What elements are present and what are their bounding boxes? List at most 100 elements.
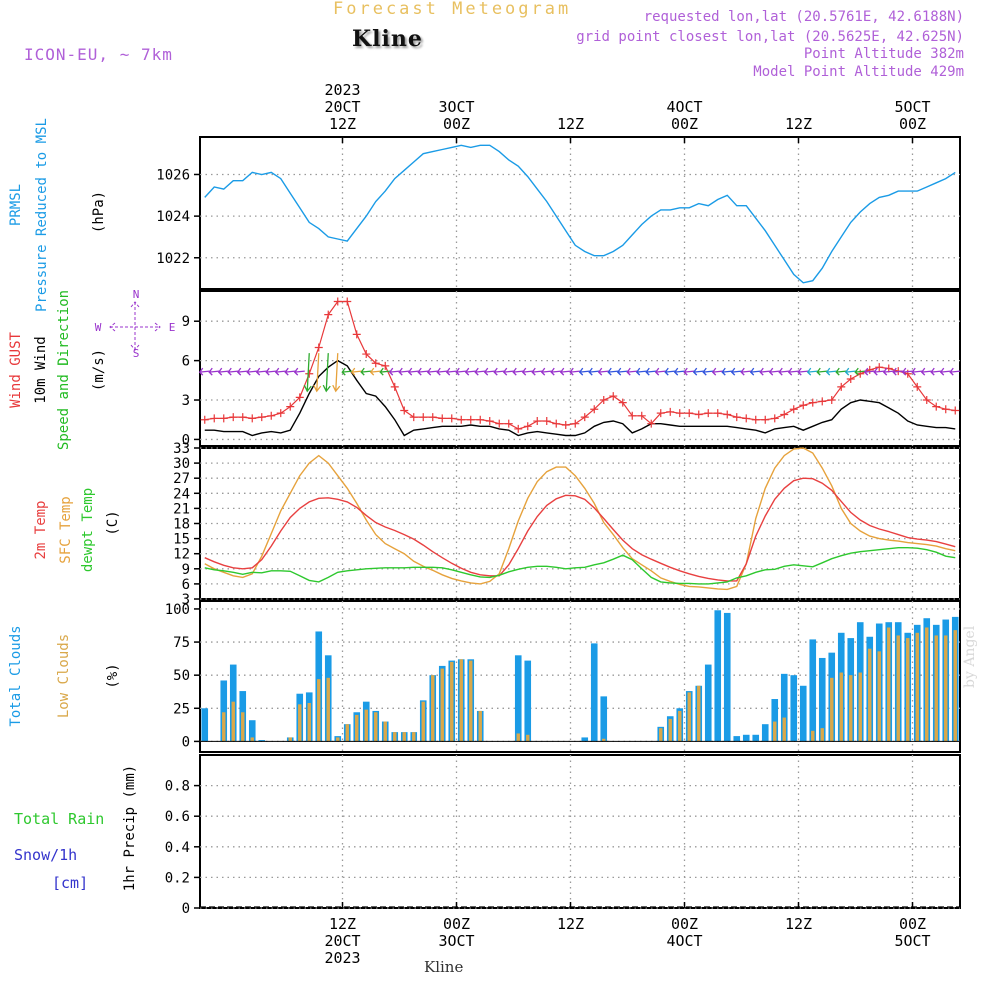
wind-direction-arrow (702, 367, 714, 376)
gust-marker (219, 414, 228, 423)
bottom-time-label: 12Z (557, 915, 584, 933)
dewpoint-line (204, 547, 956, 585)
wind-direction-arrow (464, 367, 476, 376)
wind-direction-arrow (597, 367, 609, 376)
compass-south: S (133, 347, 140, 360)
footer-location: Kline (424, 958, 464, 976)
wind-direction-arrow (863, 367, 875, 376)
ytick-label-pressure: 1026 (156, 167, 190, 183)
wind-direction-arrow (683, 367, 695, 376)
gust-marker (609, 392, 618, 401)
temp-sfc-label: SFC Temp (58, 496, 74, 563)
wind-direction-arrow (332, 353, 341, 393)
gust-marker (685, 409, 694, 418)
wind-direction-arrow (379, 367, 391, 376)
bottom-time-label: 4OCT (666, 932, 702, 950)
ytick-label-clouds: 25 (173, 701, 190, 717)
ytick-label-temp: 3 (182, 592, 190, 608)
low-cloud-bar (450, 661, 454, 742)
top-time-label: 00Z (899, 115, 926, 133)
wind-direction-arrow (892, 367, 904, 376)
wind-direction-arrow (930, 367, 942, 376)
low-cloud-bar (773, 721, 777, 742)
gust-marker (238, 413, 247, 422)
low-cloud-bar (440, 668, 444, 742)
total-cloud-bar (809, 639, 817, 742)
low-cloud-bar (288, 737, 292, 742)
gust-marker (780, 410, 789, 419)
gust-marker (333, 297, 342, 306)
low-cloud-bar (516, 733, 520, 742)
wind-direction-arrow (759, 367, 771, 376)
wind-direction-arrow (911, 367, 923, 376)
wind-direction-arrow (835, 367, 847, 376)
low-cloud-bar (469, 660, 473, 742)
gust-marker (295, 393, 304, 402)
wind-direction-arrow (455, 367, 467, 376)
ytick-label-clouds: 75 (173, 635, 190, 651)
gust-marker (713, 409, 722, 418)
gust-marker (799, 401, 808, 410)
gust-marker (523, 422, 532, 431)
gust-marker (314, 343, 323, 352)
total-cloud-bar (524, 660, 532, 742)
wind-direction-arrow (521, 367, 533, 376)
wind-direction-arrow (313, 353, 322, 393)
gust-marker (438, 414, 447, 423)
compass-west: W (95, 321, 102, 334)
wind-direction-arrow (920, 367, 932, 376)
wind-direction-arrow (768, 367, 780, 376)
wind-direction-arrow (350, 367, 362, 376)
ytick-label-temp: 18 (173, 517, 190, 533)
gust-marker (457, 415, 466, 424)
wind-direction-arrow (797, 367, 809, 376)
wind-speed-line (204, 359, 956, 437)
total-cloud-bar (704, 664, 712, 742)
temp-2m-line (204, 477, 956, 582)
wind-direction-arrow (426, 367, 438, 376)
ytick-label-temp: 15 (173, 532, 190, 548)
top-time-label: 20CT (324, 98, 360, 116)
gust-marker (533, 417, 542, 426)
wind-direction-arrow (388, 367, 400, 376)
gust-marker (362, 350, 371, 359)
total-cloud-bar (514, 655, 522, 742)
gust-marker (647, 419, 656, 428)
wind-direction-arrow (217, 367, 229, 376)
total-cloud-bar (248, 720, 256, 742)
ytick-label-precip: 0.4 (165, 840, 190, 856)
total-clouds-label: Total Clouds (8, 625, 24, 726)
gust-marker (808, 398, 817, 407)
wind-direction-arrow (711, 367, 723, 376)
low-cloud-bar (402, 732, 406, 742)
wind-direction-arrow (255, 367, 267, 376)
wind-direction-arrow (806, 367, 818, 376)
gust-marker (428, 413, 437, 422)
bottom-time-label: 00Z (899, 915, 926, 933)
gust-marker (276, 409, 285, 418)
gust-marker (466, 415, 475, 424)
gust-marker (571, 419, 580, 428)
wind-gust-label: Wind GUST (8, 332, 24, 408)
total-cloud-bar (600, 696, 608, 742)
model-altitude: Model Point Altitude 429m (753, 64, 964, 80)
low-cloud-bar (345, 724, 349, 742)
low-cloud-bar (820, 728, 824, 742)
wind-direction-arrow (398, 367, 410, 376)
gust-marker (267, 411, 276, 420)
low-cloud-bar (222, 712, 226, 742)
gust-marker (599, 396, 608, 405)
gust-marker (504, 419, 513, 428)
gust-marker (913, 382, 922, 391)
gust-marker (675, 409, 684, 418)
top-time-label: 3OCT (438, 98, 474, 116)
low-cloud-bar (830, 677, 834, 742)
gust-marker (476, 415, 485, 424)
top-time-label: 12Z (329, 115, 356, 133)
bottom-time-label: 00Z (671, 915, 698, 933)
low-cloud-bar (307, 702, 311, 742)
gust-marker (922, 396, 931, 405)
low-cloud-bar (877, 651, 881, 742)
ytick-label-precip: 0.8 (165, 779, 190, 795)
gust-marker (324, 310, 333, 319)
